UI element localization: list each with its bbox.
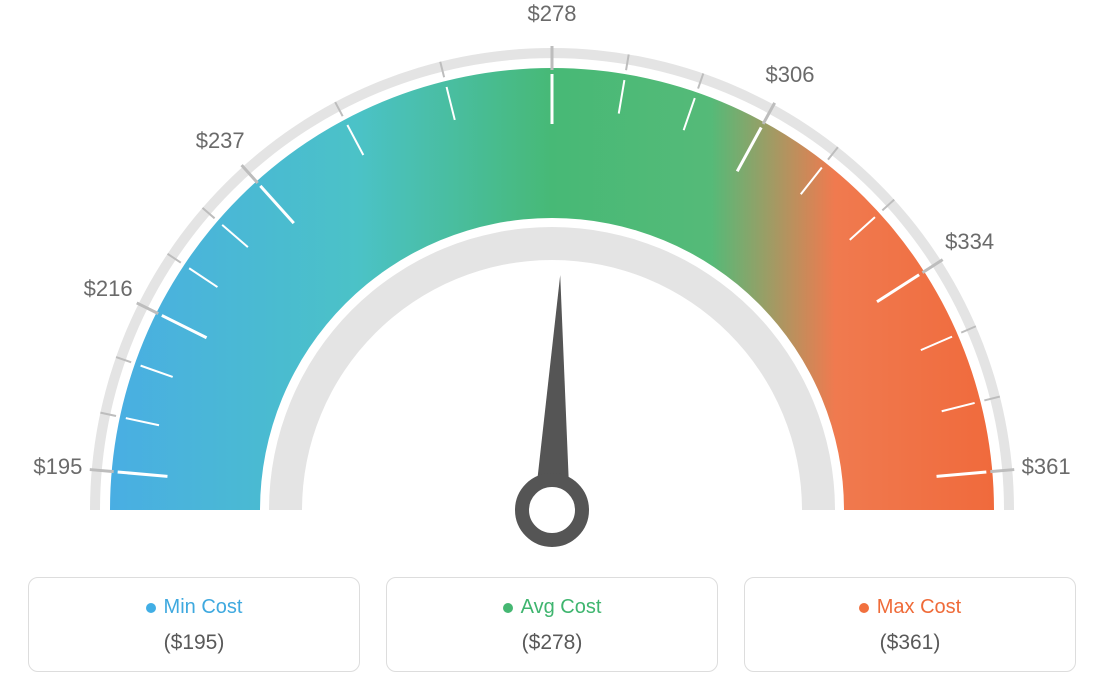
tick-label: $195 (33, 454, 82, 480)
legend-value: ($278) (397, 631, 707, 655)
tick (990, 470, 1014, 472)
legend-value: ($361) (755, 631, 1065, 655)
legend-value: ($195) (39, 631, 349, 655)
gauge-svg (0, 0, 1104, 560)
legend-title: Min Cost (146, 596, 243, 619)
gauge-chart: $195 $216 $237 $278 $306 $334 $361 (0, 0, 1104, 560)
legend-title: Max Cost (859, 596, 961, 619)
legend-dot-icon (859, 603, 869, 613)
legend-title: Avg Cost (503, 596, 602, 619)
legend-title-text: Min Cost (164, 596, 243, 619)
legend-card: Avg Cost ($278) (386, 577, 718, 672)
tick-label: $361 (1022, 454, 1071, 480)
tick-label: $334 (945, 229, 994, 255)
legend-card: Min Cost ($195) (28, 577, 360, 672)
legend-dot-icon (503, 603, 513, 613)
legend-card: Max Cost ($361) (744, 577, 1076, 672)
tick-label: $216 (84, 276, 133, 302)
legend-dot-icon (146, 603, 156, 613)
legend-title-text: Avg Cost (521, 596, 602, 619)
tick (90, 470, 114, 472)
tick-label: $237 (196, 128, 245, 154)
legend-row: Min Cost ($195) Avg Cost ($278) Max Cost ($36… (0, 577, 1104, 672)
tick-label: $278 (528, 1, 577, 27)
tick-label: $306 (766, 62, 815, 88)
needle-hub (522, 480, 582, 540)
legend-title-text: Max Cost (877, 596, 961, 619)
